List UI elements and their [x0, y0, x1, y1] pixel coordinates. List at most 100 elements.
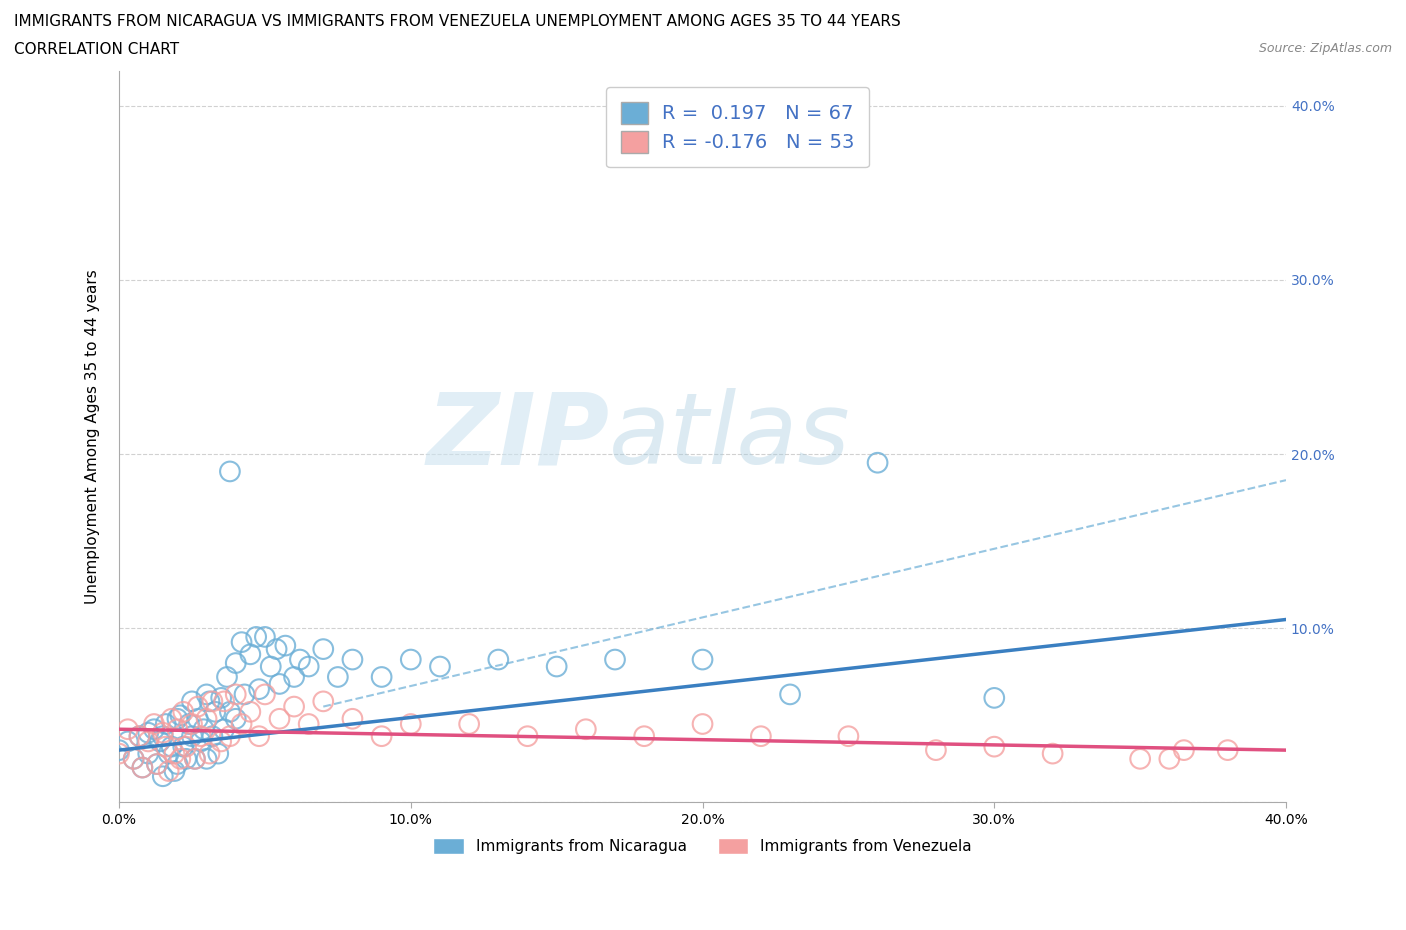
- Text: Source: ZipAtlas.com: Source: ZipAtlas.com: [1258, 42, 1392, 55]
- Point: [269, 676, 291, 691]
- Point: [983, 690, 1005, 705]
- Point: [108, 746, 131, 761]
- Point: [184, 751, 207, 766]
- Point: [253, 687, 276, 702]
- Point: [152, 725, 174, 740]
- Point: [370, 729, 392, 744]
- Point: [143, 722, 166, 737]
- Point: [136, 725, 159, 740]
- Point: [219, 704, 242, 719]
- Point: [837, 729, 859, 744]
- Point: [190, 734, 212, 749]
- Point: [163, 746, 186, 761]
- Point: [169, 708, 191, 723]
- Point: [166, 722, 188, 737]
- Point: [1159, 751, 1181, 766]
- Point: [108, 743, 131, 758]
- Text: CORRELATION CHART: CORRELATION CHART: [14, 42, 179, 57]
- Point: [193, 722, 215, 737]
- Point: [247, 729, 270, 744]
- Point: [225, 656, 247, 671]
- Point: [195, 751, 218, 766]
- Point: [225, 711, 247, 726]
- Point: [181, 694, 204, 709]
- Point: [399, 652, 422, 667]
- Point: [245, 630, 267, 644]
- Point: [174, 739, 197, 754]
- Point: [128, 729, 150, 744]
- Point: [516, 729, 538, 744]
- Point: [212, 722, 235, 737]
- Point: [143, 717, 166, 732]
- Point: [1173, 743, 1195, 758]
- Point: [312, 642, 335, 657]
- Point: [692, 652, 714, 667]
- Point: [181, 729, 204, 744]
- Point: [166, 757, 188, 772]
- Point: [166, 711, 188, 726]
- Point: [1042, 746, 1064, 761]
- Text: atlas: atlas: [609, 388, 851, 485]
- Point: [983, 739, 1005, 754]
- Point: [219, 729, 242, 744]
- Point: [212, 694, 235, 709]
- Point: [157, 764, 180, 778]
- Point: [342, 652, 364, 667]
- Point: [195, 687, 218, 702]
- Point: [209, 734, 232, 749]
- Point: [1129, 751, 1152, 766]
- Point: [155, 717, 177, 732]
- Point: [486, 652, 509, 667]
- Point: [283, 670, 305, 684]
- Point: [925, 743, 948, 758]
- Point: [247, 682, 270, 697]
- Point: [749, 729, 772, 744]
- Text: ZIP: ZIP: [426, 388, 609, 485]
- Point: [146, 757, 169, 772]
- Legend: Immigrants from Nicaragua, Immigrants from Venezuela: Immigrants from Nicaragua, Immigrants fr…: [427, 832, 979, 860]
- Point: [298, 659, 321, 674]
- Point: [253, 630, 276, 644]
- Point: [122, 751, 145, 766]
- Point: [342, 711, 364, 726]
- Y-axis label: Unemployment Among Ages 35 to 44 years: Unemployment Among Ages 35 to 44 years: [86, 269, 100, 604]
- Point: [131, 760, 153, 775]
- Point: [326, 670, 349, 684]
- Point: [204, 704, 226, 719]
- Point: [266, 642, 288, 657]
- Point: [122, 751, 145, 766]
- Point: [146, 757, 169, 772]
- Point: [198, 746, 221, 761]
- Point: [429, 659, 451, 674]
- Point: [274, 638, 297, 653]
- Point: [160, 711, 183, 726]
- Point: [633, 729, 655, 744]
- Point: [283, 699, 305, 714]
- Point: [155, 739, 177, 754]
- Point: [288, 652, 311, 667]
- Point: [201, 729, 224, 744]
- Point: [233, 687, 256, 702]
- Point: [399, 717, 422, 732]
- Point: [298, 717, 321, 732]
- Point: [198, 694, 221, 709]
- Point: [152, 769, 174, 784]
- Point: [225, 687, 247, 702]
- Point: [1216, 743, 1239, 758]
- Point: [131, 760, 153, 775]
- Point: [201, 694, 224, 709]
- Point: [184, 751, 207, 766]
- Point: [136, 746, 159, 761]
- Point: [779, 687, 801, 702]
- Point: [866, 456, 889, 471]
- Point: [239, 647, 262, 662]
- Point: [172, 704, 194, 719]
- Point: [692, 717, 714, 732]
- Point: [209, 690, 232, 705]
- Point: [157, 746, 180, 761]
- Point: [172, 739, 194, 754]
- Point: [128, 729, 150, 744]
- Point: [215, 670, 238, 684]
- Point: [239, 704, 262, 719]
- Point: [260, 659, 283, 674]
